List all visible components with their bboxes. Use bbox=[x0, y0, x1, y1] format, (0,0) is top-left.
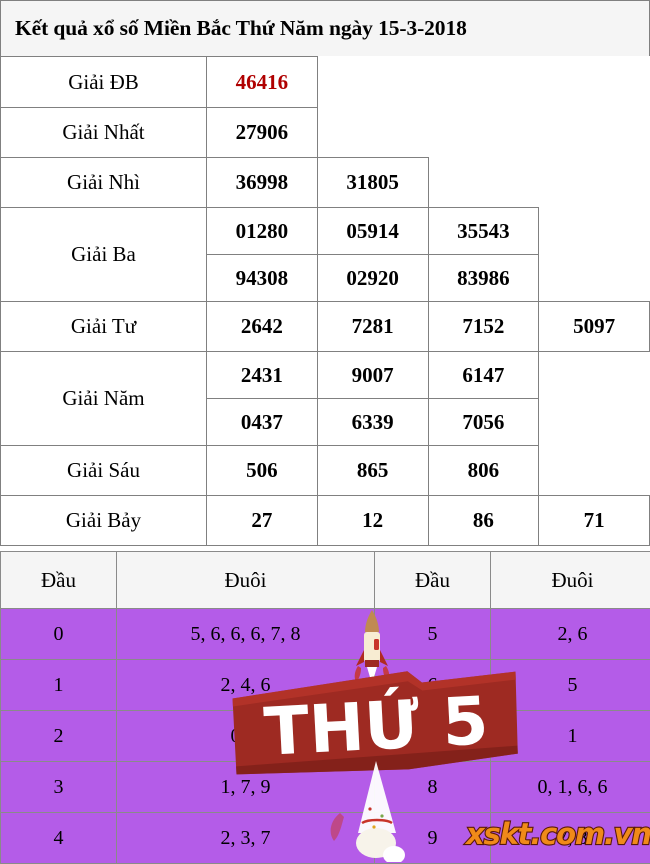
prize-value-nam-1: 2431 bbox=[207, 352, 318, 399]
prize-value-ba-4: 94308 bbox=[207, 255, 318, 302]
cell-duoi-right: 2, 6 bbox=[491, 609, 650, 660]
prize-value-nam-5: 6339 bbox=[317, 399, 428, 446]
cell-duoi-right: 5 bbox=[491, 660, 650, 711]
prize-row-nhat: Giải Nhất 27906 bbox=[1, 108, 650, 158]
prize-row-sau: Giải Sáu 506 865 806 bbox=[1, 446, 650, 496]
prize-value-tu-3: 7152 bbox=[428, 302, 539, 352]
prize-table: Giải ĐB 46416 Giải Nhất 27906 Giải Nhì 3… bbox=[0, 56, 650, 546]
prize-value-nhat: 27906 bbox=[207, 108, 318, 158]
prize-value-sau-2: 865 bbox=[317, 446, 428, 496]
prize-value-nam-4: 0437 bbox=[207, 399, 318, 446]
head-tail-header-row: Đầu Đuôi Đầu Đuôi bbox=[1, 552, 650, 609]
cell-dau-left: 0 bbox=[1, 609, 117, 660]
cell-duoi-left: 5, 6, 6, 6, 7, 8 bbox=[117, 609, 375, 660]
cell-dau-right: 5 bbox=[375, 609, 491, 660]
cell-duoi-right: 0, 1, 6, 6 bbox=[491, 762, 650, 813]
prize-value-tu-2: 7281 bbox=[317, 302, 428, 352]
table-row: 2 0, 7 7 1 bbox=[1, 711, 650, 762]
prize-value-bay-4: 71 bbox=[539, 496, 650, 546]
prize-label-nhi: Giải Nhì bbox=[1, 158, 207, 208]
cell-duoi-right: 1 bbox=[491, 711, 650, 762]
table-row: 0 5, 6, 6, 6, 7, 8 5 2, 6 bbox=[1, 609, 650, 660]
prize-row-bay: Giải Bảy 27 12 86 71 bbox=[1, 496, 650, 546]
prize-value-bay-2: 12 bbox=[317, 496, 428, 546]
prize-label-bay: Giải Bảy bbox=[1, 496, 207, 546]
page-title-bar: Kết quả xổ số Miền Bắc Thứ Năm ngày 15-3… bbox=[0, 0, 650, 56]
prize-value-nam-2: 9007 bbox=[317, 352, 428, 399]
cell-dau-left: 2 bbox=[1, 711, 117, 762]
prize-value-nhi-2: 31805 bbox=[317, 158, 428, 208]
prize-value-nam-6: 7056 bbox=[428, 399, 539, 446]
table-row: 1 2, 4, 6 6 5 bbox=[1, 660, 650, 711]
header-dau-left: Đầu bbox=[1, 552, 117, 609]
prize-value-db: 46416 bbox=[207, 57, 318, 108]
cell-duoi-left: 1, 7, 9 bbox=[117, 762, 375, 813]
header-duoi-right: Đuôi bbox=[491, 552, 650, 609]
prize-value-bay-3: 86 bbox=[428, 496, 539, 546]
prize-row-db: Giải ĐB 46416 bbox=[1, 57, 650, 108]
prize-value-ba-5: 02920 bbox=[317, 255, 428, 302]
head-tail-table: Đầu Đuôi Đầu Đuôi 0 5, 6, 6, 6, 7, 8 5 2… bbox=[0, 551, 650, 864]
prize-label-db: Giải ĐB bbox=[1, 57, 207, 108]
prize-value-nam-3: 6147 bbox=[428, 352, 539, 399]
header-dau-right: Đầu bbox=[375, 552, 491, 609]
head-tail-section: Đầu Đuôi Đầu Đuôi 0 5, 6, 6, 6, 7, 8 5 2… bbox=[0, 551, 650, 864]
cell-dau-right: 8 bbox=[375, 762, 491, 813]
cell-dau-right: 7 bbox=[375, 711, 491, 762]
prize-label-sau: Giải Sáu bbox=[1, 446, 207, 496]
prize-value-tu-4: 5097 bbox=[539, 302, 650, 352]
prize-value-sau-3: 806 bbox=[428, 446, 539, 496]
prize-row-nhi: Giải Nhì 36998 31805 bbox=[1, 158, 650, 208]
prize-label-tu: Giải Tư bbox=[1, 302, 207, 352]
table-row: 3 1, 7, 9 8 0, 1, 6, 6 bbox=[1, 762, 650, 813]
cell-dau-left: 1 bbox=[1, 660, 117, 711]
prize-row-ba-1: Giải Ba 01280 05914 35543 bbox=[1, 208, 650, 255]
prize-value-tu-1: 2642 bbox=[207, 302, 318, 352]
page-title: Kết quả xổ số Miền Bắc Thứ Năm ngày 15-3… bbox=[15, 16, 467, 41]
cell-duoi-left: 2, 4, 6 bbox=[117, 660, 375, 711]
prize-value-ba-6: 83986 bbox=[428, 255, 539, 302]
prize-value-bay-1: 27 bbox=[207, 496, 318, 546]
cell-dau-left: 3 bbox=[1, 762, 117, 813]
prize-value-nhi-1: 36998 bbox=[207, 158, 318, 208]
prize-label-nhat: Giải Nhất bbox=[1, 108, 207, 158]
cell-duoi-left: 0, 7 bbox=[117, 711, 375, 762]
header-duoi-left: Đuôi bbox=[117, 552, 375, 609]
prize-row-nam-1: Giải Năm 2431 9007 6147 bbox=[1, 352, 650, 399]
prize-label-ba: Giải Ba bbox=[1, 208, 207, 302]
prize-value-sau-1: 506 bbox=[207, 446, 318, 496]
prize-value-ba-2: 05914 bbox=[317, 208, 428, 255]
cell-dau-right: 6 bbox=[375, 660, 491, 711]
prize-value-ba-3: 35543 bbox=[428, 208, 539, 255]
prize-label-nam: Giải Năm bbox=[1, 352, 207, 446]
prize-value-ba-1: 01280 bbox=[207, 208, 318, 255]
prize-row-tu: Giải Tư 2642 7281 7152 5097 bbox=[1, 302, 650, 352]
